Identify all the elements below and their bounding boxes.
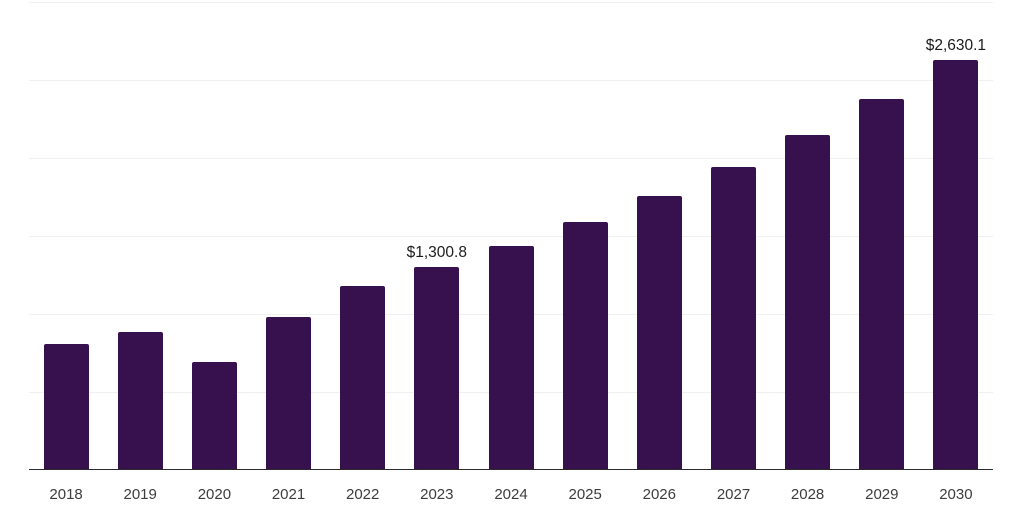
x-axis-label-2030: 2030 <box>939 486 973 503</box>
x-axis-label-2025: 2025 <box>568 486 602 503</box>
bar-2028 <box>785 134 831 469</box>
bar-2024 <box>488 245 534 469</box>
gridline-2500 <box>29 80 993 81</box>
bar-2021 <box>266 317 311 469</box>
bar-2026 <box>636 195 682 469</box>
x-axis-label-2028: 2028 <box>790 486 825 503</box>
bar-2023 <box>414 267 460 469</box>
bar-2018 <box>43 343 89 469</box>
x-axis-label-2029: 2029 <box>865 486 899 503</box>
bar-2019 <box>117 331 163 469</box>
bar-2027 <box>711 166 756 469</box>
x-axis-label-2019: 2019 <box>123 486 157 503</box>
bar-2029 <box>859 99 905 469</box>
bar-2030 <box>933 59 979 469</box>
gridline-2000 <box>29 158 993 159</box>
x-axis-label-2026: 2026 <box>642 486 676 503</box>
bar-2025 <box>562 221 608 469</box>
x-axis-label-2027: 2027 <box>716 486 751 503</box>
data-label-2030: $2,630.1 <box>925 36 987 54</box>
x-axis-label-2018: 2018 <box>49 486 83 503</box>
bar-2022 <box>340 285 386 469</box>
data-label-2023: $1,300.8 <box>406 244 467 262</box>
gridline-1500 <box>29 236 993 237</box>
gridline-3000 <box>29 2 993 3</box>
x-axis-label-2022: 2022 <box>346 486 380 503</box>
x-axis-label-2024: 2024 <box>494 486 528 503</box>
x-axis-label-2023: 2023 <box>420 486 454 503</box>
x-axis-line <box>29 469 993 470</box>
x-axis-label-2020: 2020 <box>197 486 232 503</box>
x-axis-label-2021: 2021 <box>271 486 306 503</box>
bar-2020 <box>191 361 237 469</box>
